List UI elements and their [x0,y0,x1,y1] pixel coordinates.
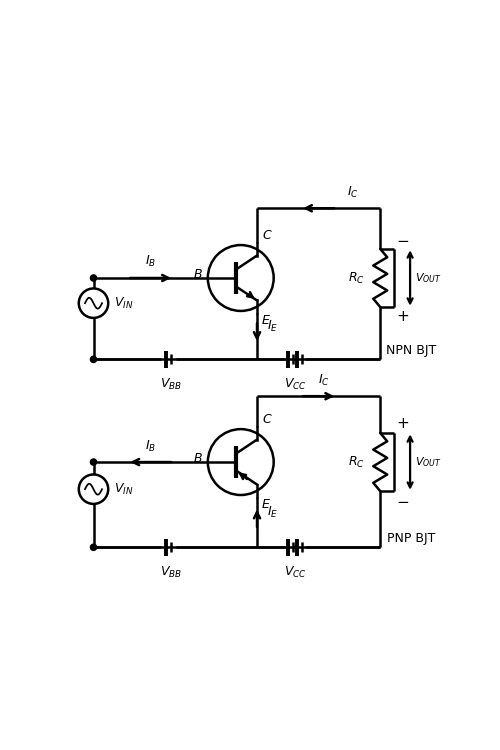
Text: $R_C$: $R_C$ [348,271,364,286]
Text: $V_{IN}$: $V_{IN}$ [114,482,134,496]
Text: $V_{BB}$: $V_{BB}$ [160,565,182,580]
Text: $V_{BB}$: $V_{BB}$ [160,376,182,392]
Text: $V_{OUT}$: $V_{OUT}$ [415,271,442,285]
Text: B: B [194,452,202,466]
Text: C: C [263,413,272,426]
Text: B: B [194,268,202,281]
Text: $+$: $+$ [396,309,409,324]
Text: E: E [262,314,270,327]
Text: $V_{CC}$: $V_{CC}$ [284,376,306,392]
Text: $I_C$: $I_C$ [347,184,359,200]
Text: $I_B$: $I_B$ [145,254,156,269]
Text: $V_{CC}$: $V_{CC}$ [284,565,306,580]
Text: E: E [262,498,270,511]
Text: $I_E$: $I_E$ [266,319,278,334]
Text: C: C [263,229,272,242]
Text: $V_{OUT}$: $V_{OUT}$ [415,455,442,469]
Text: $+$: $+$ [396,416,409,430]
Text: $I_B$: $I_B$ [145,439,156,454]
Circle shape [90,544,96,550]
Text: $-$: $-$ [396,232,409,247]
Text: $V_{IN}$: $V_{IN}$ [114,296,134,310]
Text: $-$: $-$ [396,494,409,508]
Text: $I_C$: $I_C$ [318,373,330,388]
Text: $I_E$: $I_E$ [266,505,278,520]
Circle shape [90,356,96,362]
Text: NPN BJT: NPN BJT [386,344,436,358]
Circle shape [90,275,96,281]
Text: PNP BJT: PNP BJT [387,532,436,544]
Circle shape [90,459,96,465]
Text: $R_C$: $R_C$ [348,454,364,470]
